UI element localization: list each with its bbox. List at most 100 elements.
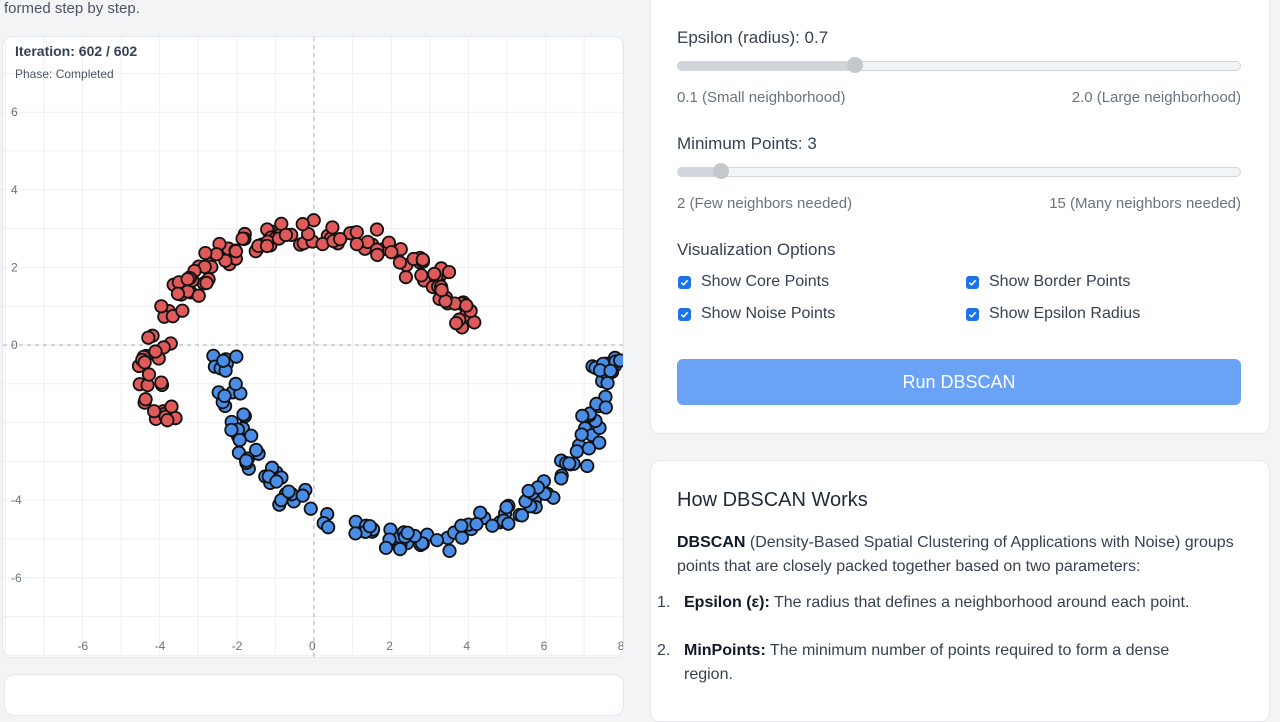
blue-cluster-point bbox=[239, 453, 254, 468]
red-cluster-point bbox=[154, 375, 169, 390]
blue-cluster-point bbox=[216, 353, 231, 368]
epsilon-slider-thumb[interactable] bbox=[847, 57, 864, 73]
x-tick-label: -2 bbox=[232, 639, 243, 653]
red-cluster-point bbox=[398, 270, 414, 285]
red-cluster-point bbox=[199, 275, 214, 291]
red-cluster-point bbox=[392, 255, 408, 270]
minpoints-term: MinPoints: bbox=[684, 642, 766, 659]
blue-cluster-point bbox=[485, 518, 500, 533]
epsilon-min-label: 0.1 (Small neighborhood) bbox=[677, 89, 846, 106]
blue-cluster-point bbox=[229, 349, 244, 364]
blue-cluster-point bbox=[454, 518, 469, 533]
blue-cluster-point bbox=[269, 474, 284, 489]
red-cluster-point bbox=[325, 220, 340, 235]
x-tick-label: -6 bbox=[77, 639, 88, 653]
red-cluster-point bbox=[434, 282, 449, 298]
y-tick-label: 6 bbox=[11, 105, 18, 119]
checkbox-checked-icon[interactable] bbox=[966, 307, 979, 321]
blue-cluster-point bbox=[562, 456, 577, 471]
y-tick-label: -4 bbox=[11, 493, 22, 507]
x-tick-label: 2 bbox=[386, 639, 393, 653]
list-number: 2. bbox=[657, 642, 671, 659]
list-item-epsilon: 1. Epsilon (ε): The radius that defines … bbox=[657, 591, 1214, 615]
dbscan-term: DBSCAN bbox=[677, 534, 746, 551]
blue-cluster-point bbox=[244, 428, 259, 443]
show-epsilon-radius-label: Show Epsilon Radius bbox=[989, 305, 1141, 322]
red-cluster-point bbox=[349, 236, 364, 252]
red-cluster-point bbox=[370, 247, 385, 262]
show-noise-points-option[interactable]: Show Noise Points bbox=[678, 305, 835, 323]
x-tick-label: 8 bbox=[618, 639, 623, 653]
min-points-max-label: 15 (Many neighbors needed) bbox=[1049, 195, 1241, 212]
show-epsilon-radius-option[interactable]: Show Epsilon Radius bbox=[966, 305, 1140, 323]
red-cluster-point bbox=[295, 217, 310, 232]
blue-cluster-point bbox=[514, 508, 530, 523]
epsilon-term: Epsilon (ε): bbox=[684, 594, 770, 611]
checkbox-checked-icon[interactable] bbox=[678, 275, 691, 289]
blue-cluster-point bbox=[469, 517, 484, 532]
red-cluster-point bbox=[259, 238, 275, 254]
red-cluster-point bbox=[170, 286, 186, 301]
epsilon-label: Epsilon (radius): 0.7 bbox=[677, 28, 829, 47]
blue-cluster-point bbox=[224, 422, 239, 438]
epsilon-description: The radius that defines a neighborhood a… bbox=[769, 594, 1190, 611]
blue-cluster-point bbox=[442, 543, 457, 558]
x-tick-label: -4 bbox=[155, 639, 166, 653]
blue-cluster-point bbox=[581, 441, 597, 456]
red-cluster-point bbox=[180, 272, 195, 287]
parameters-card: Epsilon (radius): 0.7 0.1 (Small neighbo… bbox=[650, 0, 1270, 434]
blue-cluster-point bbox=[574, 427, 589, 442]
blue-cluster-point bbox=[569, 444, 584, 459]
run-dbscan-button[interactable]: Run DBSCAN bbox=[677, 359, 1241, 405]
epsilon-max-label: 2.0 (Large neighborhood) bbox=[1071, 89, 1241, 106]
blue-cluster-point bbox=[521, 483, 536, 499]
minpoints-description: The minimum number of points required to… bbox=[684, 642, 1170, 683]
blue-cluster-point bbox=[400, 525, 415, 540]
blue-cluster-point bbox=[232, 432, 247, 448]
red-cluster-point bbox=[235, 231, 250, 246]
min-points-slider-fill bbox=[678, 168, 722, 176]
red-cluster-point bbox=[137, 355, 152, 370]
red-cluster-point bbox=[154, 299, 169, 314]
blue-cluster-point bbox=[321, 520, 336, 535]
red-cluster-point bbox=[141, 330, 156, 345]
y-tick-label: 2 bbox=[11, 260, 18, 274]
x-tick-label: 6 bbox=[541, 639, 548, 653]
y-tick-label: 0 bbox=[11, 338, 18, 352]
show-core-points-label: Show Core Points bbox=[701, 273, 830, 290]
intro-text: formed step by step. bbox=[4, 0, 140, 17]
info-intro-text: (Density-Based Spatial Clustering of App… bbox=[677, 534, 1234, 575]
red-cluster-point bbox=[369, 222, 385, 237]
scatter-plot: -6 -4 -2 0 2 4 6 8 6 4 2 0 -4 -6 bbox=[3, 37, 623, 657]
min-points-min-label: 2 (Few neighbors needed) bbox=[677, 195, 853, 212]
min-points-slider-thumb[interactable] bbox=[713, 163, 730, 179]
blue-cluster-point bbox=[603, 363, 618, 378]
red-cluster-point bbox=[141, 367, 157, 382]
blue-cluster-point bbox=[575, 408, 590, 424]
blue-cluster-point bbox=[392, 542, 408, 557]
red-cluster-point bbox=[175, 303, 190, 318]
viz-options-title: Visualization Options bbox=[677, 240, 836, 259]
blue-cluster-point bbox=[248, 442, 264, 458]
red-cluster-point bbox=[449, 316, 464, 331]
min-points-slider[interactable] bbox=[677, 163, 1241, 179]
checkbox-checked-icon[interactable] bbox=[678, 307, 691, 321]
show-core-points-option[interactable]: Show Core Points bbox=[678, 273, 829, 291]
blue-cluster-point bbox=[554, 471, 569, 486]
checkbox-checked-icon[interactable] bbox=[966, 275, 979, 289]
epsilon-slider[interactable] bbox=[677, 57, 1241, 73]
red-cluster-point bbox=[228, 244, 244, 259]
red-cluster-point bbox=[198, 245, 213, 261]
red-cluster-point bbox=[415, 252, 430, 267]
how-it-works-card: How DBSCAN Works DBSCAN (Density-Based S… bbox=[650, 460, 1270, 722]
iteration-label: Iteration: 602 / 602 bbox=[15, 43, 138, 59]
min-points-label: Minimum Points: 3 bbox=[677, 134, 817, 153]
red-cluster-point bbox=[459, 298, 474, 313]
x-tick-label: 4 bbox=[463, 639, 470, 653]
blue-cluster-point bbox=[378, 540, 394, 555]
show-border-points-label: Show Border Points bbox=[989, 273, 1131, 290]
red-cluster-point bbox=[164, 399, 179, 414]
blue-cluster-point bbox=[362, 519, 377, 534]
show-border-points-option[interactable]: Show Border Points bbox=[966, 273, 1130, 291]
info-title: How DBSCAN Works bbox=[677, 489, 868, 511]
